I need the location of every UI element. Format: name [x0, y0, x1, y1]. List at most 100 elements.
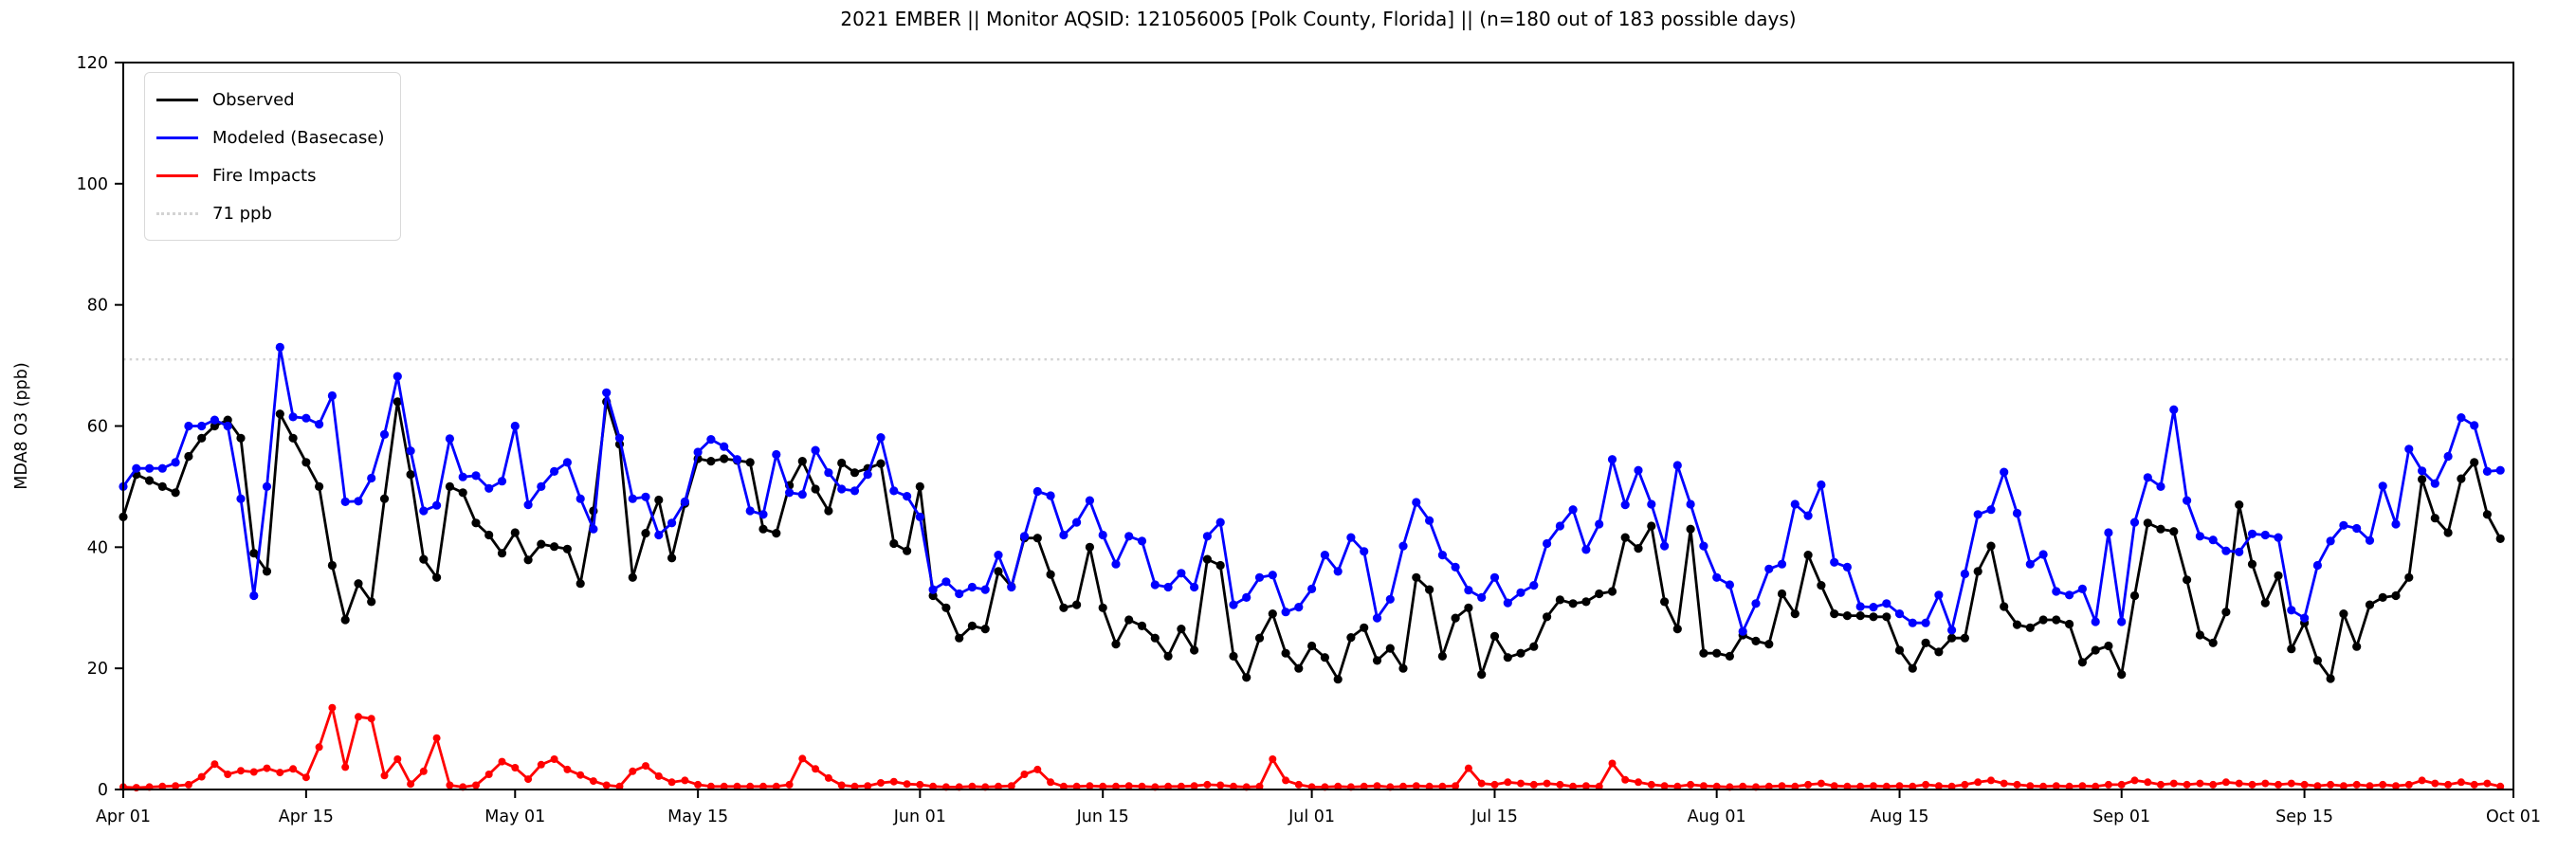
observed-line-marker — [2195, 630, 2204, 640]
fire-impacts-line-marker — [1660, 782, 1669, 790]
fire-impacts-line-marker — [472, 781, 480, 789]
modeled-line-marker — [510, 421, 520, 431]
fire-impacts-line-marker — [798, 754, 807, 763]
observed-line-marker — [1177, 625, 1186, 634]
modeled-line-marker — [184, 421, 193, 431]
modeled-line-marker — [1725, 580, 1734, 590]
observed-line-marker — [157, 481, 167, 491]
observed-line-marker — [2077, 658, 2087, 667]
modeled-line-marker — [1215, 517, 1225, 527]
fire-impacts-line — [122, 706, 2501, 789]
modeled-line-swatch — [156, 136, 198, 139]
fire-impacts-line-marker — [1712, 782, 1721, 790]
modeled-line-marker — [2457, 413, 2466, 423]
x-tick-label: May 15 — [667, 808, 728, 826]
observed-line-marker — [2365, 600, 2375, 609]
threshold-line-swatch — [156, 211, 198, 215]
observed-line-marker — [903, 546, 912, 555]
modeled-line-marker — [458, 472, 467, 481]
fire-impacts-line-marker — [1334, 782, 1343, 790]
modeled-line-marker — [379, 429, 390, 439]
observed-line-marker — [2312, 656, 2322, 665]
fire-impacts-line-marker — [602, 781, 611, 789]
fire-impacts-line-marker — [720, 782, 728, 790]
modeled-line-marker — [1437, 551, 1447, 560]
modeled-line-marker — [2339, 520, 2348, 530]
x-tick-label: Oct 01 — [2486, 808, 2541, 826]
modeled-line-marker — [1294, 603, 1304, 612]
fire-impacts-line-marker — [1190, 782, 1198, 790]
modeled-line-marker — [1803, 511, 1813, 520]
modeled-line-marker — [2117, 617, 2127, 626]
modeled-line-marker — [1986, 505, 1996, 515]
modeled-line-marker — [1751, 599, 1761, 608]
fire-line-swatch — [156, 173, 198, 177]
observed-line-marker — [2065, 619, 2074, 629]
observed-line-marker — [1398, 663, 1408, 673]
observed-line-marker — [301, 458, 311, 467]
fire-impacts-line-marker — [1072, 782, 1081, 790]
fire-impacts-line-marker — [1909, 782, 1917, 790]
fire-impacts-line-marker — [1033, 765, 1042, 773]
modeled-line-marker — [236, 494, 246, 503]
fire-impacts-line-marker — [824, 773, 832, 782]
fire-impacts-line-marker — [772, 782, 780, 790]
observed-line-marker — [210, 421, 219, 431]
observed-line-marker — [1163, 651, 1173, 662]
fire-impacts-line-marker — [1438, 782, 1447, 790]
legend-label-observed: Observed — [212, 89, 295, 110]
observed-line-marker — [2012, 620, 2022, 629]
modeled-line-marker — [2221, 546, 2231, 555]
modeled-line-marker — [562, 458, 573, 467]
modeled-line-marker — [1921, 618, 1930, 627]
modeled-line-marker — [654, 530, 664, 540]
observed-line-marker — [2482, 510, 2492, 519]
fire-impacts-line-marker — [276, 769, 284, 777]
modeled-line-marker — [955, 589, 964, 599]
fire-impacts-line-marker — [289, 765, 298, 773]
fire-impacts-line-marker — [1843, 782, 1852, 790]
modeled-line-marker — [1882, 599, 1891, 608]
observed-line-marker — [1882, 612, 1891, 622]
observed-line-marker — [249, 549, 259, 558]
observed-line-marker — [2443, 528, 2453, 537]
modeled-line-marker — [2025, 559, 2035, 569]
modeled-line-marker — [1098, 530, 1107, 540]
fire-impacts-line-marker — [1934, 782, 1943, 790]
observed-line-marker — [967, 621, 977, 631]
modeled-line-marker — [1177, 569, 1186, 578]
y-axis-label: MDA8 O3 (ppb) — [12, 362, 31, 489]
fire-impacts-line-marker — [328, 703, 337, 712]
legend-label-fire: Fire Impacts — [212, 165, 317, 186]
modeled-line-marker — [1855, 602, 1865, 611]
modeled-line-marker — [145, 463, 155, 473]
observed-line-marker — [445, 481, 454, 491]
modeled-line-marker — [1242, 592, 1251, 603]
modeled-line-marker — [1085, 496, 1094, 505]
fire-impacts-line-marker — [2404, 780, 2413, 789]
fire-impacts-line-marker — [2418, 776, 2426, 785]
fire-impacts-line-marker — [1856, 782, 1865, 790]
modeled-line-marker — [393, 372, 402, 381]
x-tick-label: Jun 01 — [893, 808, 946, 826]
observed-line-marker — [1307, 641, 1317, 651]
fire-impacts-line-marker — [1922, 780, 1930, 789]
fire-impacts-line-marker — [2339, 782, 2348, 790]
observed-line-marker — [184, 451, 193, 462]
modeled-line-marker — [720, 442, 729, 451]
modeled-line-marker — [811, 445, 820, 455]
observed-line-marker — [1046, 570, 1055, 579]
modeled-line-marker — [223, 421, 232, 431]
fire-impacts-line-marker — [1804, 780, 1813, 789]
fire-impacts-line-marker — [1086, 782, 1094, 790]
modeled-line-marker — [1254, 572, 1265, 582]
modeled-line-marker — [1620, 500, 1630, 510]
fire-impacts-line-marker — [1947, 782, 1956, 790]
modeled-line-marker — [2143, 473, 2152, 482]
modeled-line-marker — [1046, 491, 1055, 500]
observed-line-marker — [340, 615, 350, 625]
x-tick-label: Jul 15 — [1471, 808, 1518, 826]
modeled-line-marker — [2077, 584, 2087, 594]
modeled-line-marker — [1268, 571, 1277, 580]
